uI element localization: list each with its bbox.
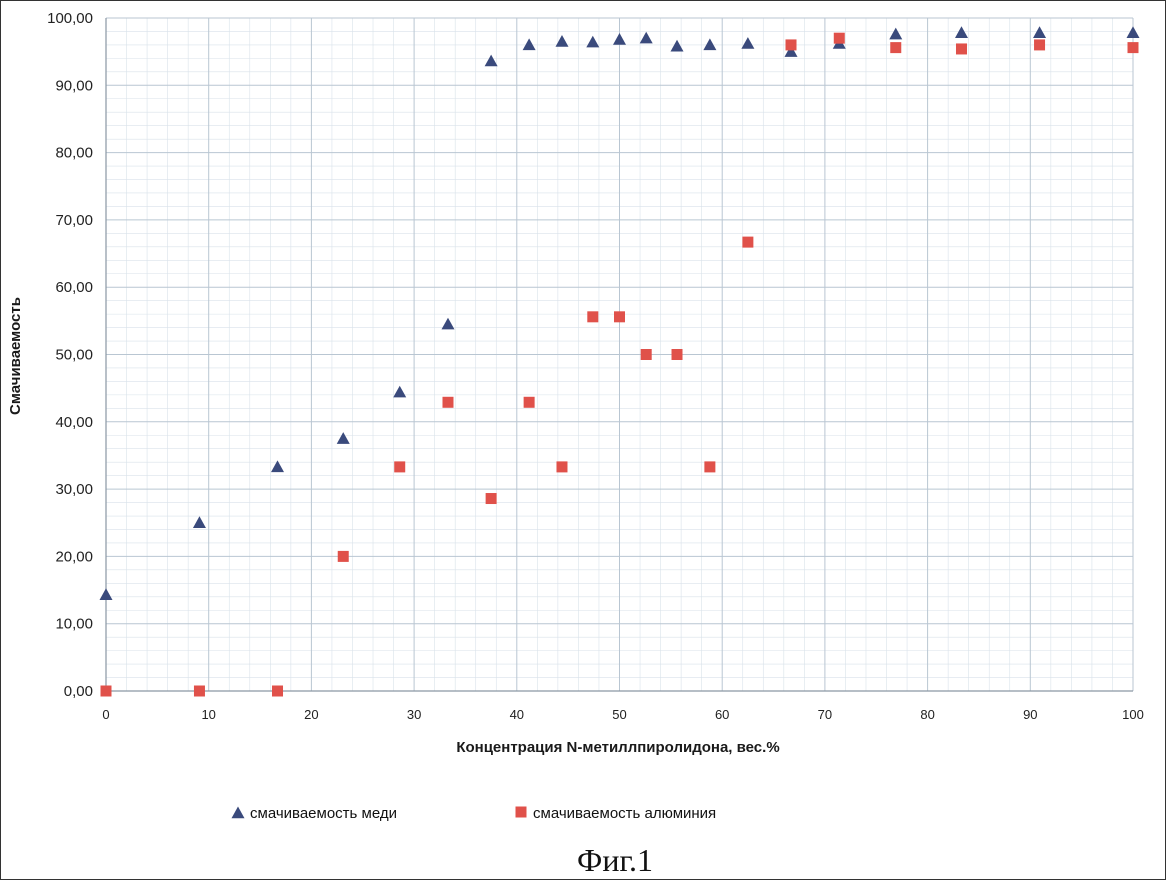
aluminum-data-point (194, 686, 205, 697)
aluminum-data-point (442, 397, 453, 408)
aluminum-data-point (272, 686, 283, 697)
aluminum-data-point (524, 397, 535, 408)
legend-label-copper: смачиваемость меди (250, 805, 397, 822)
x-tick-label: 30 (407, 707, 421, 722)
copper-data-point (555, 35, 568, 47)
legend: смачиваемость меди смачиваемость алюминия (232, 805, 717, 822)
legend-marker-copper (232, 807, 245, 819)
copper-data-point (671, 40, 684, 52)
copper-data-point (193, 516, 206, 528)
aluminum-data-point (587, 311, 598, 322)
y-tick-label: 50,00 (55, 347, 93, 364)
copper-data-point (523, 38, 536, 50)
x-tick-label: 20 (304, 707, 318, 722)
x-tick-labels: 0 10 20 30 40 50 60 70 80 90 100 (102, 707, 1143, 722)
copper-data-point (703, 38, 716, 50)
y-tick-label: 70,00 (55, 212, 93, 229)
aluminum-data-point (786, 39, 797, 50)
x-tick-label: 40 (510, 707, 524, 722)
aluminum-data-point (338, 551, 349, 562)
y-tick-label: 90,00 (55, 77, 93, 94)
x-tick-label: 50 (612, 707, 626, 722)
y-axis-label: Смачиваемость (7, 297, 24, 415)
legend-label-aluminum: смачиваемость алюминия (533, 805, 716, 822)
y-tick-label: 80,00 (55, 145, 93, 162)
x-axis-label: Концентрация N-метиллпиролидона, вес.% (456, 739, 779, 756)
x-tick-label: 60 (715, 707, 729, 722)
y-tick-label: 20,00 (55, 548, 93, 565)
figure-caption: Фиг.1 (577, 842, 653, 878)
aluminum-data-point (614, 311, 625, 322)
aluminum-data-point (486, 493, 497, 504)
copper-data-point (741, 37, 754, 49)
copper-data-point (337, 432, 350, 444)
copper-data-point (393, 386, 406, 398)
copper-data-point (1127, 26, 1140, 38)
aluminum-data-point (101, 686, 112, 697)
copper-data-point (1033, 26, 1046, 38)
copper-data-point (586, 36, 599, 48)
copper-data-point (613, 33, 626, 45)
aluminum-data-point (641, 349, 652, 360)
y-tick-label: 0,00 (64, 683, 93, 700)
x-tick-label: 90 (1023, 707, 1037, 722)
x-tick-label: 70 (818, 707, 832, 722)
aluminum-data-point (1128, 42, 1139, 53)
aluminum-data-point (834, 33, 845, 44)
copper-data-point (889, 28, 902, 40)
y-tick-labels: 0,00 10,00 20,00 30,00 40,00 50,00 60,00 70,00 8… (47, 10, 93, 700)
x-tick-label: 80 (920, 707, 934, 722)
aluminum-data-point (394, 461, 405, 472)
copper-data-point (100, 588, 113, 600)
major-gridlines (106, 18, 1133, 691)
aluminum-data-point (672, 349, 683, 360)
y-tick-label: 40,00 (55, 414, 93, 431)
x-tick-label: 0 (102, 707, 109, 722)
y-tick-label: 30,00 (55, 481, 93, 498)
aluminum-data-point (956, 43, 967, 54)
copper-data-point (955, 26, 968, 38)
aluminum-data-point (890, 42, 901, 53)
legend-marker-aluminum (516, 807, 527, 818)
copper-data-point (485, 55, 498, 67)
y-tick-label: 10,00 (55, 616, 93, 633)
aluminum-data-point (1034, 39, 1045, 50)
y-tick-label: 100,00 (47, 10, 93, 27)
y-tick-label: 60,00 (55, 279, 93, 296)
aluminum-data-point (742, 237, 753, 248)
aluminum-data-point (556, 461, 567, 472)
x-tick-label: 100 (1122, 707, 1144, 722)
aluminum-data-point (704, 461, 715, 472)
copper-data-point (640, 32, 653, 44)
copper-data-point (441, 318, 454, 330)
x-tick-label: 10 (201, 707, 215, 722)
